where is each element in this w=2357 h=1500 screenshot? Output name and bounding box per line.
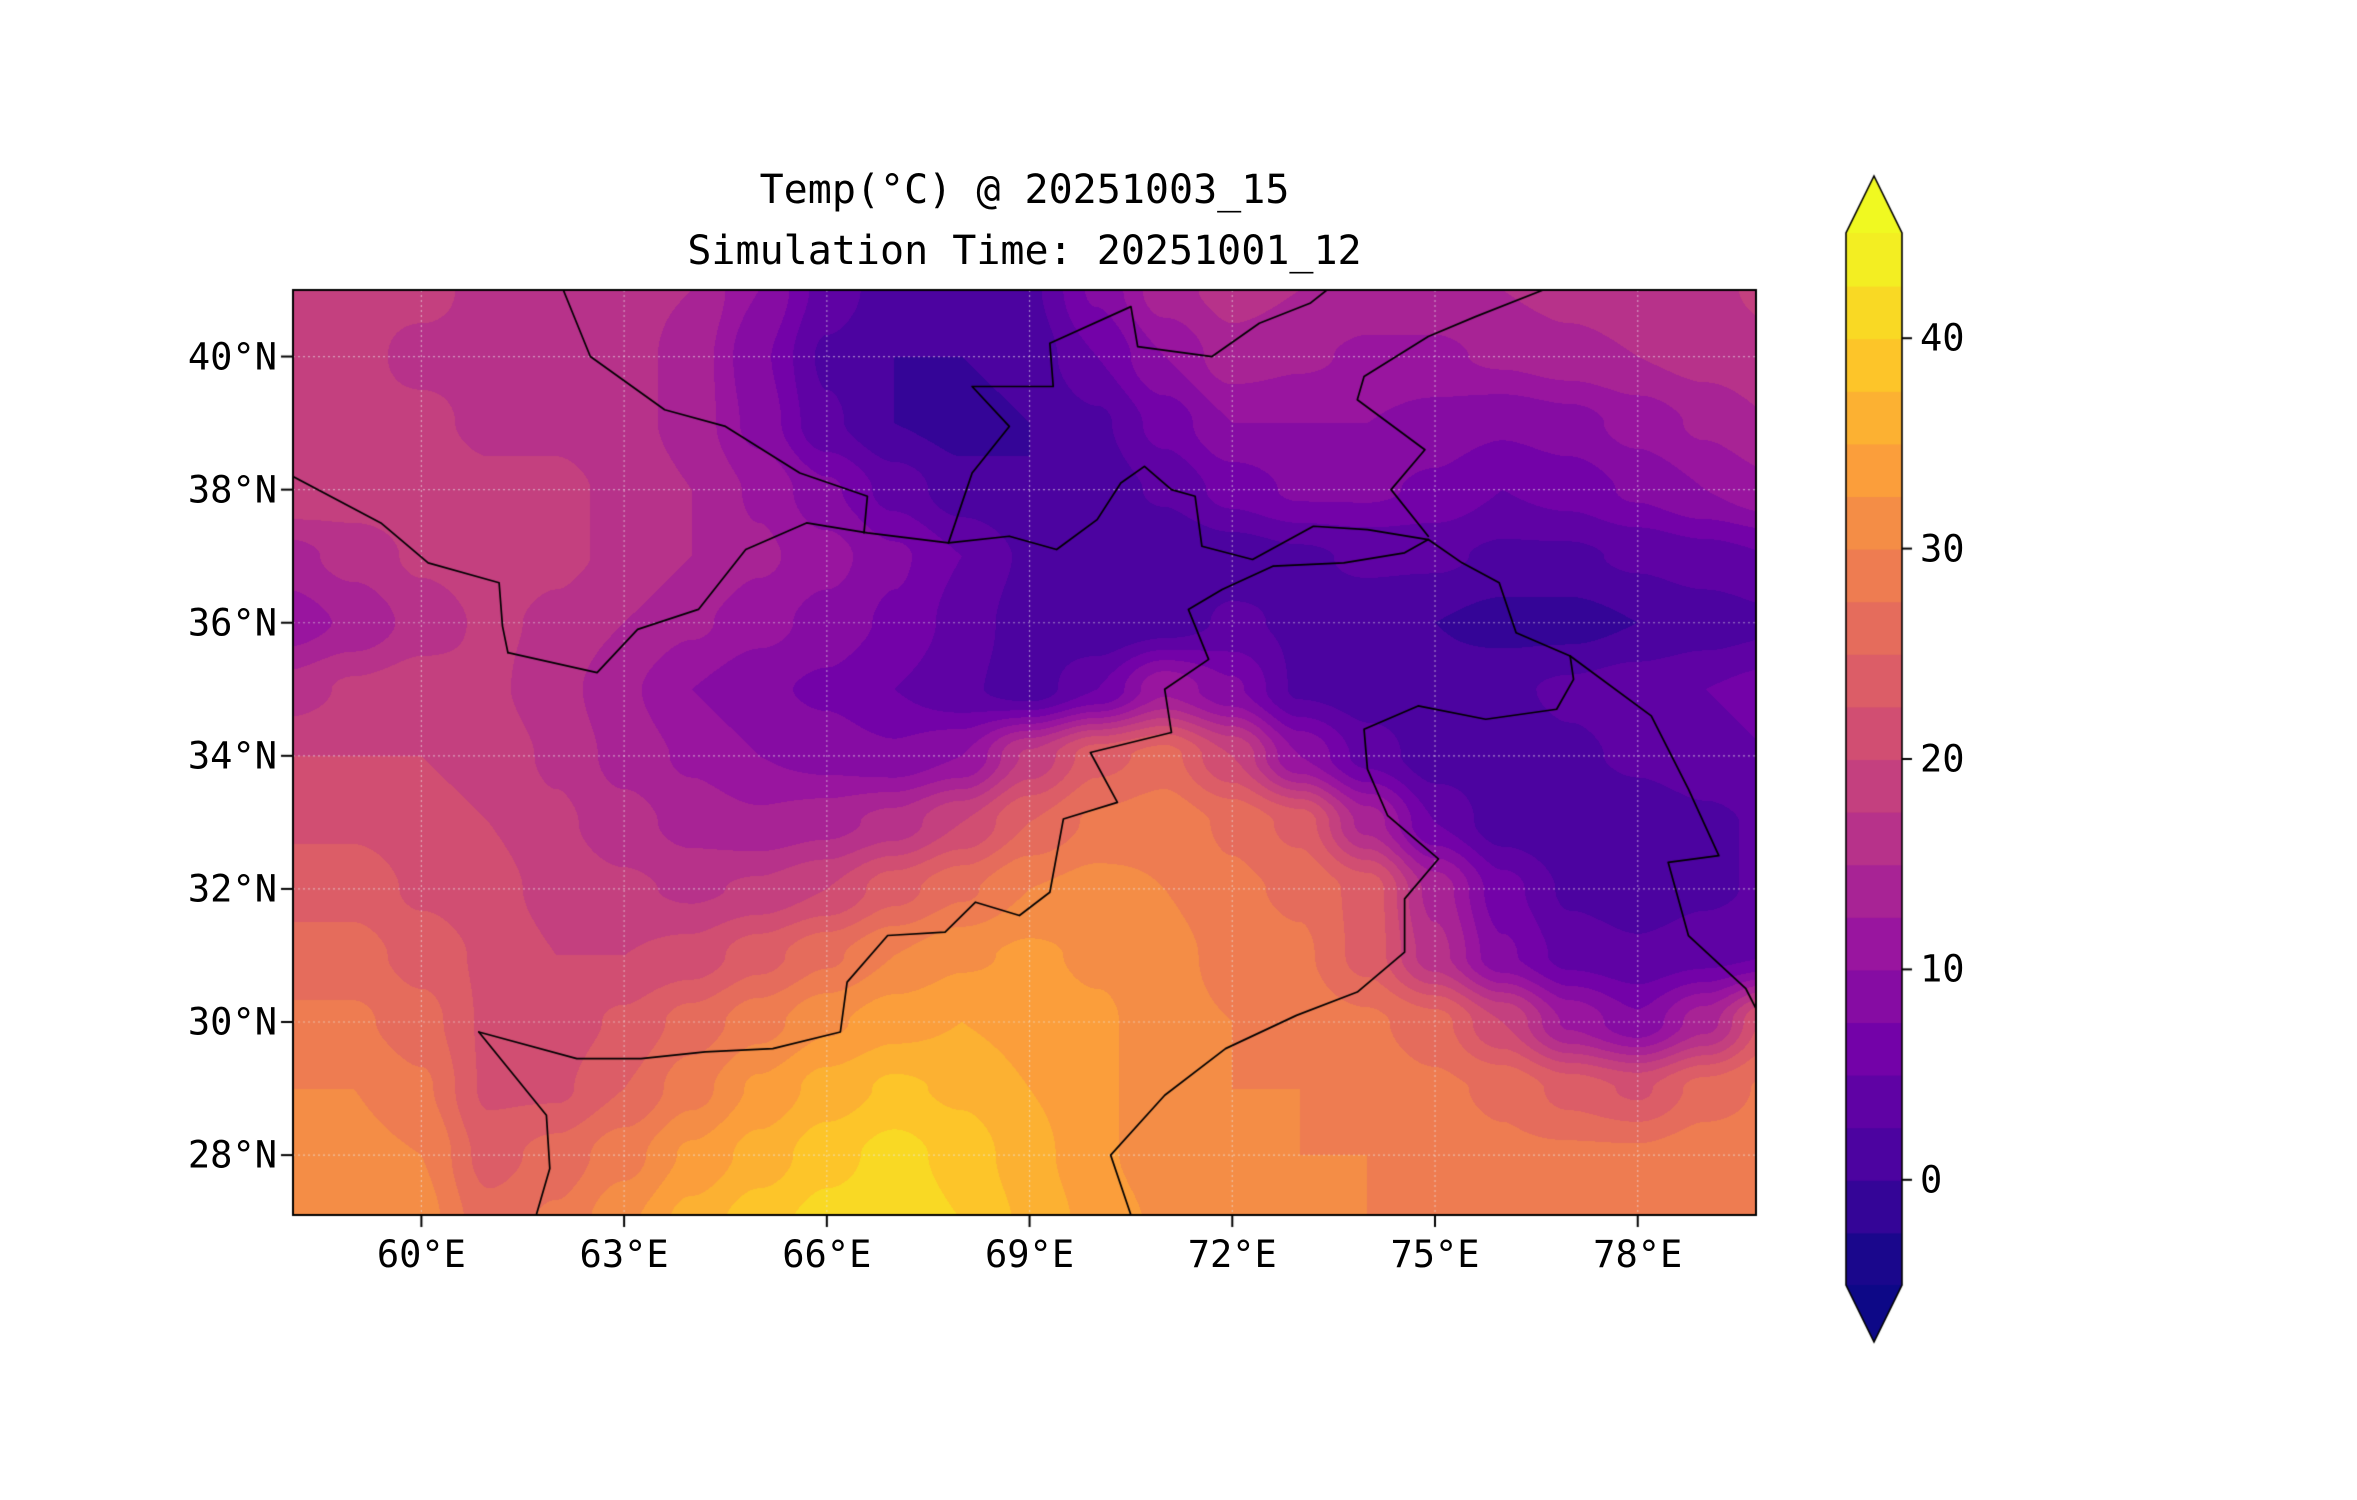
chart-title: Temp(°C) @ 20251003_15 xyxy=(759,167,1290,213)
chart-subtitle: Simulation Time: 20251001_12 xyxy=(687,228,1362,274)
x-tick-label: 63°E xyxy=(579,1233,669,1276)
x-tick-label: 72°E xyxy=(1187,1233,1277,1276)
y-tick-label: 34°N xyxy=(187,734,277,778)
y-tick-label: 30°N xyxy=(187,1000,277,1044)
y-tick-label: 32°N xyxy=(187,867,277,911)
title-block: Temp(°C) @ 20251003_15 Simulation Time: … xyxy=(293,160,1756,282)
colorbar-tick-label: 10 xyxy=(1920,947,1965,991)
x-tick-label: 66°E xyxy=(782,1233,872,1276)
x-tick-label: 69°E xyxy=(985,1233,1075,1276)
x-tick-label: 75°E xyxy=(1390,1233,1480,1276)
y-tick-label: 38°N xyxy=(187,468,277,512)
colorbar-tick-label: 0 xyxy=(1920,1158,1943,1202)
colorbar-tick-label: 20 xyxy=(1920,737,1965,781)
x-tick-label: 78°E xyxy=(1593,1233,1683,1276)
y-tick-label: 28°N xyxy=(187,1133,277,1177)
x-tick-label: 60°E xyxy=(376,1233,466,1276)
y-tick-label: 36°N xyxy=(187,601,277,645)
colorbar-tick-label: 40 xyxy=(1920,316,1965,360)
y-tick-label: 40°N xyxy=(187,335,277,379)
colorbar-tick-label: 30 xyxy=(1920,527,1965,571)
